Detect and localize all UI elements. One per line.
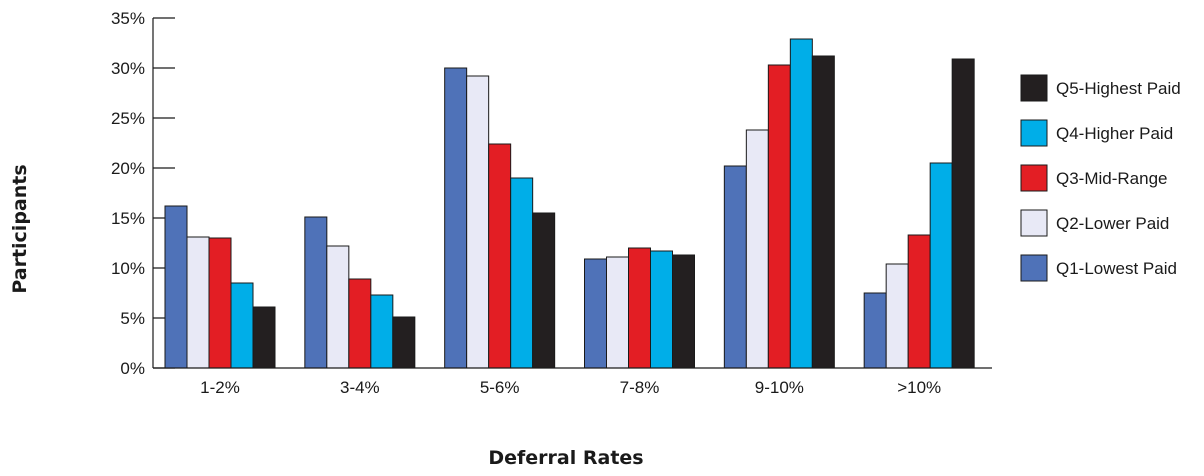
bar-q2-lower-paid-1-2 bbox=[186, 236, 210, 369]
bar-q4-higher-paid-10 bbox=[929, 162, 953, 369]
legend-label: Q5-Highest Paid bbox=[1056, 79, 1181, 98]
bar-q2-lower-paid-7-8 bbox=[606, 256, 629, 369]
y-tick-label: 20% bbox=[111, 159, 145, 178]
legend-swatch bbox=[1020, 164, 1048, 192]
bar-series-group bbox=[164, 38, 975, 369]
bar-q5-highest-paid-5-6 bbox=[532, 212, 556, 369]
bar-q1-lowest-paid-7-8 bbox=[584, 258, 607, 369]
y-tick-label: 10% bbox=[111, 259, 145, 278]
x-axis-title: Deferral Rates bbox=[488, 447, 643, 469]
y-tick-label: 25% bbox=[111, 109, 145, 128]
bar-q3-mid-range-3-4 bbox=[348, 278, 372, 369]
x-axis-tick-labels: 1-2% 3-4% 5-6% 7-8% 9-10% >10% bbox=[200, 378, 941, 397]
legend-swatch bbox=[1020, 209, 1048, 237]
bar-q4-higher-paid-3-4 bbox=[370, 294, 394, 369]
bar-q3-mid-range-1-2 bbox=[208, 237, 232, 369]
legend-label: Q2-Lower Paid bbox=[1056, 214, 1169, 233]
y-tick-label: 15% bbox=[111, 209, 145, 228]
bar-q5-highest-paid-10 bbox=[951, 58, 975, 369]
y-tick-label: 30% bbox=[111, 59, 145, 78]
bar-q5-highest-paid-7-8 bbox=[672, 254, 695, 369]
bar-q2-lower-paid-10 bbox=[885, 263, 909, 369]
bar-q1-lowest-paid-5-6 bbox=[444, 67, 468, 369]
x-tick-label: 7-8% bbox=[620, 378, 660, 397]
bar-q2-lower-paid-3-4 bbox=[326, 245, 350, 369]
bar-q1-lowest-paid-9-10 bbox=[723, 165, 747, 369]
x-tick-label: >10% bbox=[897, 378, 941, 397]
legend-label: Q4-Higher Paid bbox=[1056, 124, 1173, 143]
y-tick-label: 0% bbox=[120, 359, 145, 378]
bar-q4-higher-paid-5-6 bbox=[510, 177, 534, 369]
x-tick-label: 5-6% bbox=[480, 378, 520, 397]
bar-q3-mid-range-7-8 bbox=[628, 247, 651, 369]
x-tick-label: 3-4% bbox=[340, 378, 380, 397]
bar-q3-mid-range-5-6 bbox=[488, 143, 512, 369]
y-axis-title: Participants bbox=[9, 164, 31, 293]
y-tick-label: 35% bbox=[111, 9, 145, 28]
bar-q4-higher-paid-7-8 bbox=[650, 250, 673, 369]
x-tick-label: 1-2% bbox=[200, 378, 240, 397]
bar-q4-higher-paid-9-10 bbox=[789, 38, 813, 369]
bar-q1-lowest-paid-10 bbox=[863, 292, 887, 369]
bar-q5-highest-paid-9-10 bbox=[811, 55, 835, 369]
legend-swatch bbox=[1020, 119, 1048, 147]
y-tick-label: 5% bbox=[120, 309, 145, 328]
bar-q2-lower-paid-5-6 bbox=[466, 75, 490, 369]
legend-label: Q1-Lowest Paid bbox=[1056, 259, 1177, 278]
bar-q4-higher-paid-1-2 bbox=[230, 282, 254, 369]
bar-q1-lowest-paid-3-4 bbox=[304, 216, 328, 369]
legend-label: Q3-Mid-Range bbox=[1056, 169, 1168, 188]
bar-q3-mid-range-9-10 bbox=[767, 64, 791, 369]
bar-q5-highest-paid-3-4 bbox=[392, 316, 416, 369]
bar-q3-mid-range-10 bbox=[907, 234, 931, 369]
x-tick-label: 9-10% bbox=[755, 378, 804, 397]
y-axis-ticks: 0% 5% 10% 15% 20% 25% 30% 35% bbox=[111, 9, 175, 378]
bar-q1-lowest-paid-1-2 bbox=[164, 205, 188, 369]
legend-swatch bbox=[1020, 74, 1048, 102]
bar-q5-highest-paid-1-2 bbox=[252, 306, 276, 369]
bar-q2-lower-paid-9-10 bbox=[745, 129, 769, 369]
legend: Q5-Highest Paid Q4-Higher Paid Q3-Mid-Rang… bbox=[1020, 74, 1181, 282]
legend-swatch bbox=[1020, 254, 1048, 282]
